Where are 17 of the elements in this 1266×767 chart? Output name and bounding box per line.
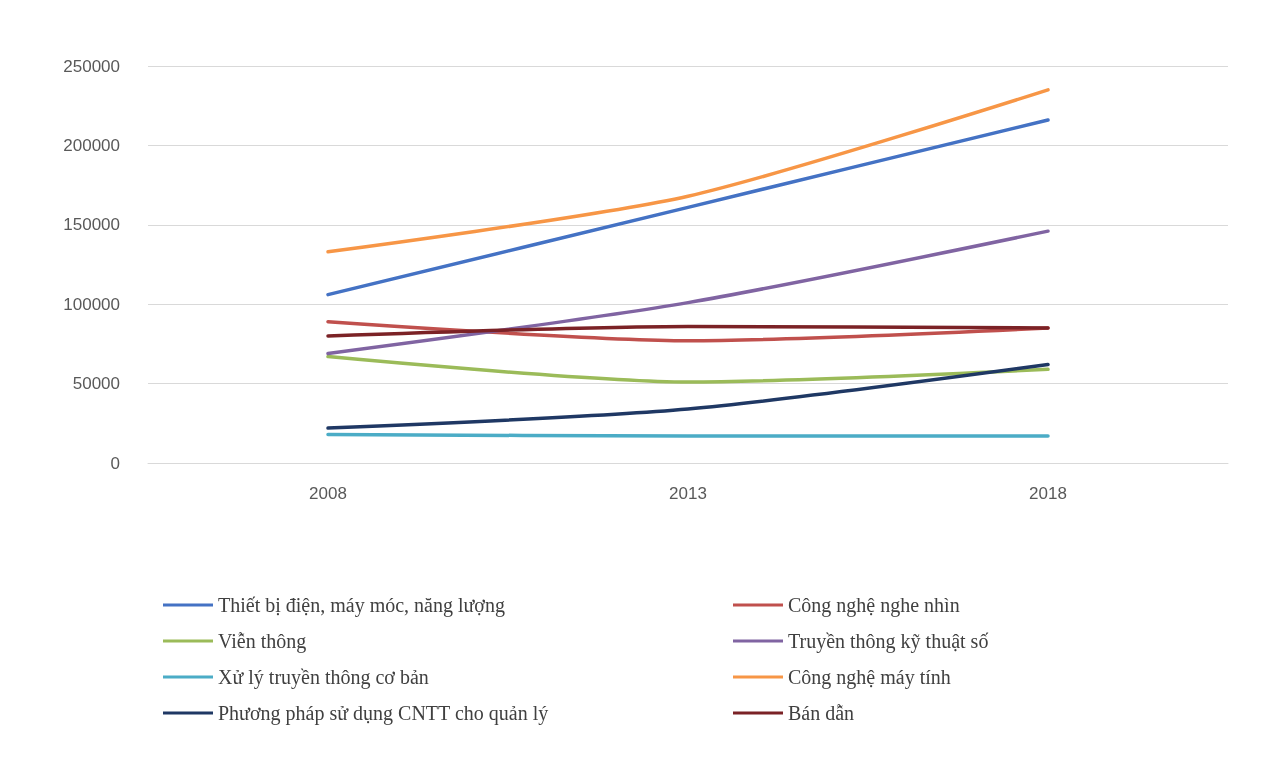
x-tick-label: 2008 (309, 484, 347, 503)
legend-label: Công nghệ nghe nhìn (788, 594, 960, 617)
legend-label: Truyền thông kỹ thuật số (788, 630, 989, 653)
legend-label: Thiết bị điện, máy móc, năng lượng (218, 594, 505, 617)
y-tick-label: 50000 (72, 374, 120, 394)
y-tick-label: 200000 (63, 135, 120, 155)
y-tick-label: 100000 (63, 294, 120, 314)
x-tick-label: 2018 (1029, 484, 1067, 503)
legend-label: Công nghệ máy tính (788, 666, 951, 689)
legend-label: Bán dẫn (788, 702, 855, 724)
y-tick-label: 150000 (63, 215, 120, 235)
legend-label: Xử lý truyền thông cơ bản (218, 666, 429, 689)
legend-label: Phương pháp sử dụng CNTT cho quản lý (218, 702, 549, 725)
x-tick-label: 2013 (669, 484, 707, 503)
legend-label: Viễn thông (218, 630, 307, 653)
y-tick-label: 0 (110, 453, 120, 473)
y-tick-label: 250000 (63, 56, 120, 76)
